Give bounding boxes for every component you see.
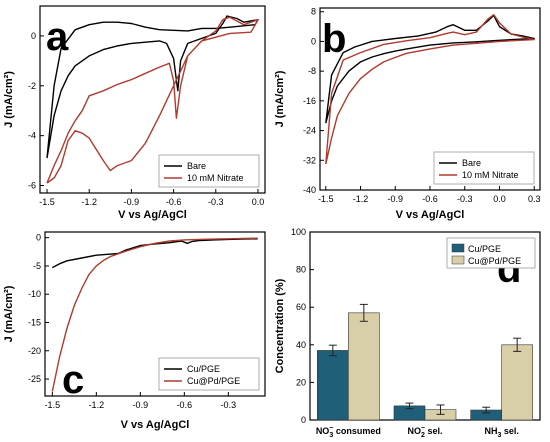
category-label: NH3 sel.	[484, 426, 518, 439]
legend-entry: Cu/PGE	[468, 244, 501, 254]
y-tick-label: 60	[296, 302, 306, 312]
legend-swatch	[451, 243, 465, 253]
y-tick-label: -25	[28, 374, 41, 384]
y-tick-label: -6	[28, 181, 36, 191]
legend-swatch	[451, 255, 465, 265]
x-tick-label: 0.0	[493, 194, 506, 204]
plot-frame	[39, 5, 266, 194]
legend-entry: Cu@Pd/PGE	[187, 376, 240, 386]
legend-box	[433, 151, 535, 185]
series-line-2	[46, 16, 259, 184]
y-tick-label: -24	[303, 126, 316, 136]
y-tick-label: 0	[301, 415, 306, 425]
legend: Cu/PGE Cu@Pd/PGE	[446, 237, 536, 269]
chart-a: -1.5 -1.2 -0.9 -0.6 -0.3 0.0 -6 -4 -2 0 V vs Ag/Ag…	[3, 5, 266, 221]
category-label: NO3− consumed	[316, 425, 381, 439]
x-tick-label: -0.9	[124, 197, 140, 207]
y-tick-label: -2	[28, 81, 36, 91]
panel-label: b	[322, 17, 346, 61]
y-tick-label: -32	[303, 155, 316, 165]
legend: Bare 10 mM Nitrate	[433, 151, 535, 185]
legend-entry: Cu@Pd/PGE	[468, 256, 521, 266]
y-tick-label: -10	[28, 289, 41, 299]
y-tick-label: 20	[296, 377, 306, 387]
y-tick-label: -40	[303, 185, 316, 195]
y-tick-label: 0	[31, 31, 36, 41]
y-axis-label: J (mA/cm²)	[3, 71, 15, 128]
y-axis-label: J (mA/cm²)	[274, 70, 286, 127]
y-tick-label: 40	[296, 340, 306, 350]
y-tick-label: -8	[308, 66, 316, 76]
legend-entry: Cu/PGE	[187, 364, 220, 374]
panel-label: c	[62, 358, 84, 402]
x-tick-label: -0.6	[422, 194, 438, 204]
chart-b: -1.5 -1.2 -0.9 -0.6 -0.3 0.0 0.3 -40 -32 -24 -16 -8…	[274, 7, 541, 221]
x-tick-label: 0.0	[252, 197, 265, 207]
legend: Cu/PGE Cu@Pd/PGE	[158, 357, 260, 391]
x-tick-label: -0.3	[457, 194, 473, 204]
legend-entry: 10 mM Nitrate	[462, 170, 519, 180]
series-line-2	[51, 237, 258, 392]
y-tick-label: -4	[28, 131, 36, 141]
x-tick-label: -0.6	[166, 197, 182, 207]
y-axis-label: Concentration (%)	[274, 278, 286, 373]
bar	[348, 312, 380, 421]
x-tick-label: -0.3	[208, 197, 224, 207]
series-line-1	[46, 15, 259, 159]
x-axis-label: V vs Ag/AgCl	[118, 209, 187, 221]
legend-box	[158, 154, 260, 188]
x-axis-label: V vs Ag/AgCl	[121, 419, 190, 431]
x-tick-label: -0.3	[221, 400, 237, 410]
legend-entry: Bare	[462, 158, 481, 168]
legend-entry: Bare	[187, 161, 206, 171]
x-tick-label: -0.9	[388, 194, 404, 204]
y-tick-label: -16	[303, 96, 316, 106]
category-label: NO2− sel.	[407, 425, 442, 439]
legend-entry: 10 mM Nitrate	[187, 173, 244, 183]
bar	[501, 344, 533, 421]
x-tick-label: -1.5	[318, 194, 334, 204]
panel-label: a	[46, 15, 69, 59]
x-tick-label: -1.5	[45, 400, 61, 410]
x-tick-label: -0.9	[133, 400, 149, 410]
chart-d: 0 20 40 60 80 100 NO3− consumed NO2− sel. NH3 se…	[274, 227, 541, 439]
legend: Bare 10 mM Nitrate	[158, 154, 260, 188]
x-tick-label: -0.6	[177, 400, 193, 410]
series-line-2	[325, 14, 535, 165]
y-axis-label: J (mA/cm²)	[3, 285, 15, 342]
y-tick-label: 0	[311, 36, 316, 46]
series-line-1	[325, 14, 535, 124]
x-axis-label: V vs Ag/AgCl	[396, 209, 465, 221]
y-tick-label: -15	[28, 317, 41, 327]
plot-frame	[44, 231, 266, 397]
x-tick-label: 0.3	[528, 194, 541, 204]
y-tick-label: 8	[311, 7, 316, 17]
y-tick-label: 0	[36, 233, 41, 243]
y-tick-label: 80	[296, 265, 306, 275]
bar	[317, 350, 349, 421]
x-tick-label: -1.5	[39, 197, 55, 207]
y-tick-label: -20	[28, 346, 41, 356]
y-tick-label: -5	[33, 261, 41, 271]
y-tick-label: 100	[291, 227, 306, 237]
x-tick-label: -1.2	[353, 194, 369, 204]
chart-c: -1.5 -1.2 -0.9 -0.6 -0.3 -25 -20 -15 -10 -5 0 V vs …	[3, 231, 266, 431]
x-tick-label: -1.2	[81, 197, 97, 207]
legend-box	[158, 357, 260, 391]
x-tick-label: -1.2	[89, 400, 105, 410]
